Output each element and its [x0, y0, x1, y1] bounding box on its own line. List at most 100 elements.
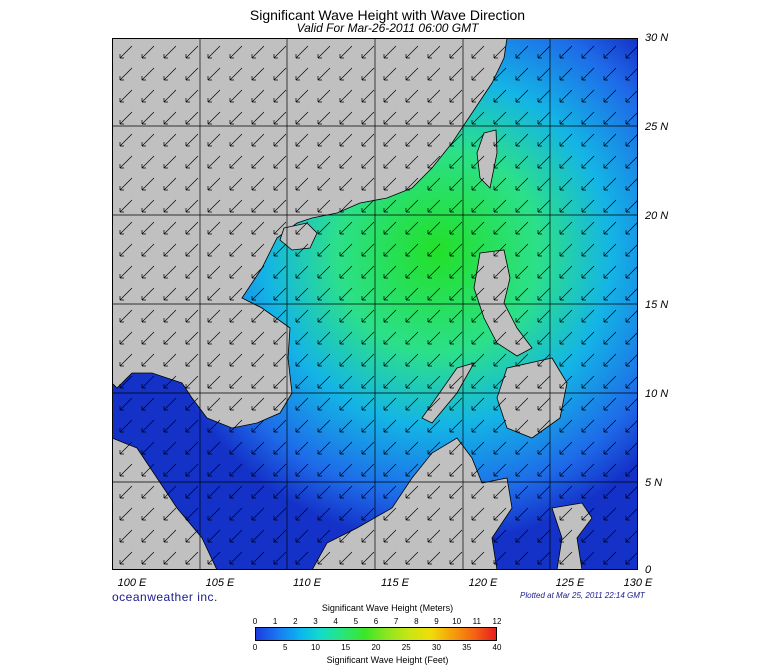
wave-arrow: [141, 485, 155, 499]
wave-arrow: [603, 111, 617, 125]
wave-arrow: [317, 67, 331, 81]
wave-arrow: [339, 287, 353, 301]
colorbar-meters-tick: 10: [452, 617, 462, 626]
wave-arrow: [229, 45, 243, 59]
wave-arrow: [493, 485, 507, 499]
colorbar-meters-tick: 2: [293, 617, 298, 626]
wave-arrow: [383, 507, 397, 521]
wave-arrow: [625, 199, 638, 213]
wave-arrow: [339, 89, 353, 103]
wave-arrow: [493, 419, 507, 433]
wave-arrow: [559, 89, 573, 103]
wave-arrow: [361, 89, 375, 103]
wave-arrow: [229, 419, 243, 433]
wave-arrow: [493, 507, 507, 521]
wave-arrow: [493, 111, 507, 125]
wave-arrow: [559, 441, 573, 455]
wave-arrow: [229, 397, 243, 411]
wave-arrow: [603, 463, 617, 477]
wave-arrow: [537, 111, 551, 125]
wave-arrow: [251, 155, 265, 169]
wave-arrow: [559, 397, 573, 411]
wave-arrow: [185, 243, 199, 257]
wave-arrow: [361, 221, 375, 235]
wave-arrow: [119, 221, 133, 235]
wave-arrow: [295, 199, 309, 213]
wave-arrow: [317, 441, 331, 455]
wave-arrow: [405, 331, 419, 345]
wave-arrow: [603, 529, 617, 543]
wave-arrow: [339, 133, 353, 147]
wave-arrow: [581, 331, 595, 345]
wave-arrow: [251, 463, 265, 477]
wave-arrow: [295, 45, 309, 59]
wave-arrow: [251, 111, 265, 125]
wave-arrow: [449, 133, 463, 147]
wave-arrow: [317, 45, 331, 59]
wave-arrow: [471, 133, 485, 147]
wave-arrow: [581, 45, 595, 59]
wave-arrow: [625, 529, 638, 543]
wave-arrow: [361, 397, 375, 411]
wave-arrow: [515, 221, 529, 235]
wave-arrow: [229, 89, 243, 103]
wave-arrow: [339, 309, 353, 323]
wave-arrow: [427, 331, 441, 345]
wave-arrow: [229, 265, 243, 279]
wave-arrow: [317, 155, 331, 169]
wave-arrow: [537, 375, 551, 389]
wave-arrow: [383, 133, 397, 147]
wave-arrow: [317, 309, 331, 323]
wave-arrow: [559, 67, 573, 81]
wave-arrow: [581, 265, 595, 279]
wave-arrow: [141, 133, 155, 147]
lon-label-120e: 120 E: [468, 577, 498, 589]
wave-arrow: [251, 485, 265, 499]
wave-arrow: [515, 155, 529, 169]
wave-arrow: [471, 463, 485, 477]
wave-arrow: [229, 221, 243, 235]
wave-arrow: [515, 331, 529, 345]
wave-arrow: [603, 243, 617, 257]
wave-arrow: [295, 287, 309, 301]
lon-label-105e: 105 E: [205, 577, 235, 589]
wave-arrow: [339, 375, 353, 389]
wave-map: [112, 38, 638, 570]
wave-arrow: [427, 551, 441, 565]
wave-arrow: [273, 67, 287, 81]
wave-arrow: [295, 441, 309, 455]
wave-arrow: [471, 287, 485, 301]
wave-arrow: [383, 111, 397, 125]
wave-arrow: [559, 529, 573, 543]
wave-arrow: [119, 353, 133, 367]
wave-arrow: [603, 419, 617, 433]
wave-arrow: [185, 463, 199, 477]
wave-arrow: [295, 375, 309, 389]
wave-arrow: [295, 111, 309, 125]
wave-arrow: [537, 265, 551, 279]
wave-arrow: [251, 177, 265, 191]
wave-arrow: [163, 89, 177, 103]
wave-arrow: [295, 243, 309, 257]
wave-arrow: [603, 265, 617, 279]
wave-arrow: [427, 221, 441, 235]
wave-arrow: [537, 551, 551, 565]
lat-lon-grid: [112, 38, 638, 570]
wave-arrow: [471, 199, 485, 213]
wave-arrow: [493, 265, 507, 279]
wave-arrow: [427, 45, 441, 59]
wave-arrow: [471, 507, 485, 521]
wave-arrow: [141, 353, 155, 367]
wave-arrow: [317, 265, 331, 279]
wave-arrow: [537, 155, 551, 169]
wave-arrow: [515, 133, 529, 147]
wave-arrow: [493, 331, 507, 345]
wave-arrow: [163, 441, 177, 455]
wave-arrow: [317, 463, 331, 477]
wave-arrow: [625, 353, 638, 367]
wave-arrow: [493, 45, 507, 59]
wave-arrow: [625, 155, 638, 169]
wave-arrow: [405, 265, 419, 279]
wave-arrow: [229, 111, 243, 125]
wave-arrow: [471, 375, 485, 389]
